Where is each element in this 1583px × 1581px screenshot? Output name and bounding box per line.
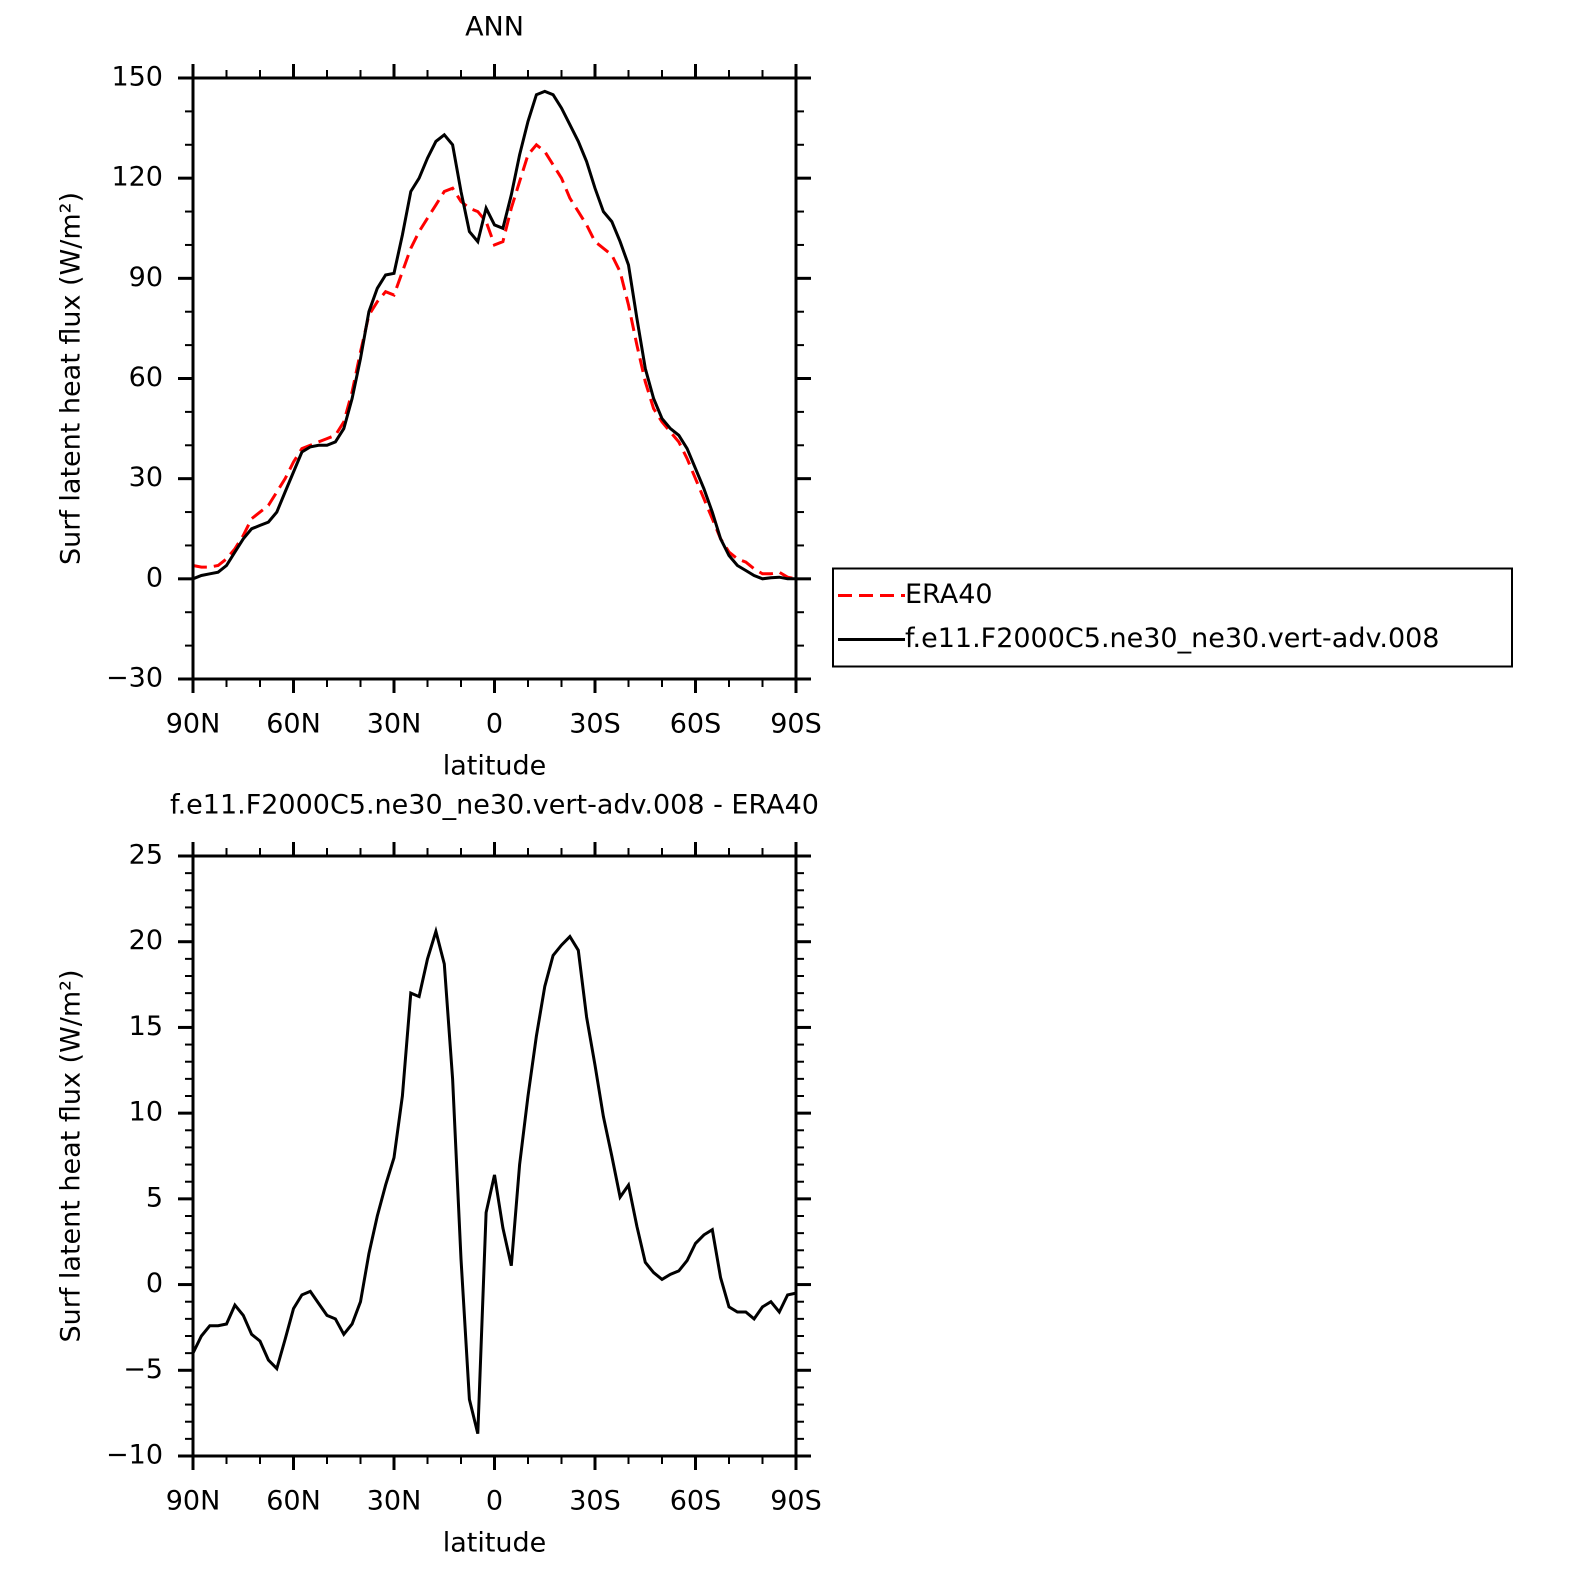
x-tick-label: 60S [670, 1486, 722, 1517]
y-tick-label: 150 [111, 62, 163, 93]
x-tick-label: 0 [486, 1486, 503, 1517]
x-axis-label: latitude [443, 751, 547, 782]
x-tick-label: 60N [266, 709, 321, 740]
legend: ERA40 f.e11.F2000C5.ne30_ne30.vert-adv.00… [832, 567, 1513, 668]
y-tick-label: 90 [129, 262, 163, 293]
x-tick-label: 90N [166, 1486, 221, 1517]
chart-title: ANN [465, 12, 524, 43]
y-tick-label: −5 [123, 1354, 163, 1385]
x-tick-label: 60N [266, 1486, 321, 1517]
x-tick-label: 90N [166, 709, 221, 740]
legend-box [832, 567, 1513, 668]
y-tick-label: 30 [129, 462, 163, 493]
x-tick-label: 30S [569, 1486, 621, 1517]
x-tick-label: 30N [367, 709, 422, 740]
legend-label: ERA40 [905, 579, 993, 610]
y-tick-label: 15 [129, 1011, 163, 1042]
y-axis-label: Surf latent heat flux (W/m²) [56, 192, 87, 565]
plot-frame [191, 854, 798, 1458]
chart-title: f.e11.F2000C5.ne30_ne30.vert-adv.008 - E… [170, 790, 819, 821]
y-tick-label: 120 [111, 162, 163, 193]
y-tick-label: 20 [129, 925, 163, 956]
x-tick-label: 60S [670, 709, 722, 740]
series-line [192, 89, 796, 581]
series-line [191, 925, 797, 1435]
y-tick-label: 60 [129, 362, 163, 393]
legend-label: f.e11.F2000C5.ne30_ne30.vert-adv.008 [905, 623, 1439, 654]
series-line [192, 142, 797, 581]
y-tick-label: 0 [146, 562, 163, 593]
x-tick-label: 0 [486, 709, 503, 740]
x-axis-label: latitude [443, 1528, 547, 1559]
y-axis-label: Surf latent heat flux (W/m²) [56, 969, 87, 1342]
y-tick-label: 0 [146, 1268, 163, 1299]
y-tick-label: −30 [106, 663, 163, 694]
y-tick-label: 10 [129, 1097, 163, 1128]
x-tick-label: 90S [770, 709, 822, 740]
x-tick-label: 30S [569, 709, 621, 740]
plot-frame [191, 76, 798, 681]
x-tick-label: 90S [770, 1486, 822, 1517]
y-tick-label: −10 [106, 1440, 163, 1471]
y-tick-label: 25 [129, 840, 163, 871]
x-tick-label: 30N [367, 1486, 422, 1517]
y-tick-label: 5 [146, 1182, 163, 1213]
